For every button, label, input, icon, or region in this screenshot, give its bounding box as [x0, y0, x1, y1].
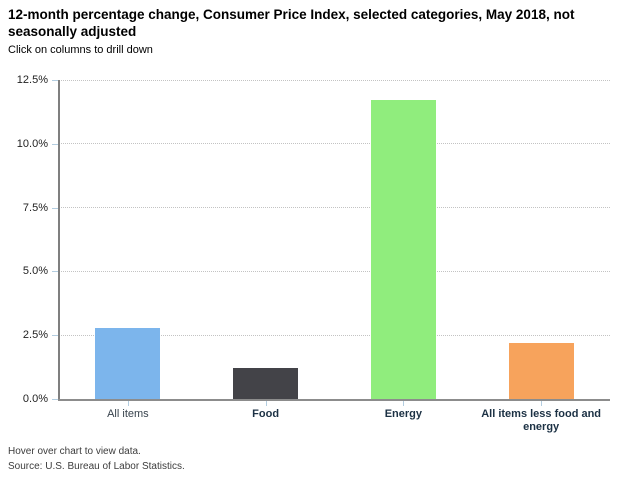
bar-all-items[interactable]: [95, 327, 161, 399]
y-axis-label: 5.0%: [22, 265, 48, 278]
chart-subtitle: Click on columns to drill down: [8, 44, 153, 56]
x-tick: [127, 400, 129, 406]
y-axis-label: 7.5%: [22, 201, 48, 214]
hover-note: Hover over chart to view data.: [8, 446, 141, 457]
bar-energy[interactable]: [370, 100, 436, 399]
y-tick: [52, 335, 58, 337]
y-tick: [52, 271, 58, 273]
bar-all-items-less-food-and-energy[interactable]: [508, 342, 574, 399]
x-label-food[interactable]: Food: [252, 408, 280, 420]
y-tick: [52, 143, 58, 145]
y-axis-label: 12.5%: [16, 74, 48, 86]
y-tick: [52, 80, 58, 81]
gridline-10.0%: [59, 143, 610, 145]
y-tick: [52, 399, 58, 400]
x-label-all-items-less-food-and-energy[interactable]: All items less food and energy: [481, 408, 602, 433]
x-tick: [541, 400, 543, 406]
source-note: Source: U.S. Bureau of Labor Statistics.: [8, 460, 185, 472]
y-axis-label: 0.0%: [22, 393, 48, 405]
x-tick: [403, 400, 405, 406]
x-axis-line: [58, 398, 610, 401]
gridline-7.5%: [59, 207, 610, 209]
x-tick: [265, 400, 267, 406]
gridline-12.5%: [59, 79, 610, 81]
x-label-all-items: All items: [107, 408, 149, 420]
y-axis-label: 2.5%: [22, 329, 48, 342]
chart-footer: Hover over chart to view data. Source: U…: [8, 445, 185, 474]
gridline-5.0%: [59, 270, 610, 272]
gridline-2.5%: [59, 334, 610, 336]
y-axis-line: [58, 80, 60, 400]
y-axis-label: 10.0%: [16, 137, 48, 150]
y-tick: [52, 207, 58, 209]
bar-food[interactable]: [233, 368, 299, 399]
chart-title: 12-month percentage change, Consumer Pri…: [8, 7, 575, 39]
x-label-energy[interactable]: Energy: [384, 408, 423, 420]
